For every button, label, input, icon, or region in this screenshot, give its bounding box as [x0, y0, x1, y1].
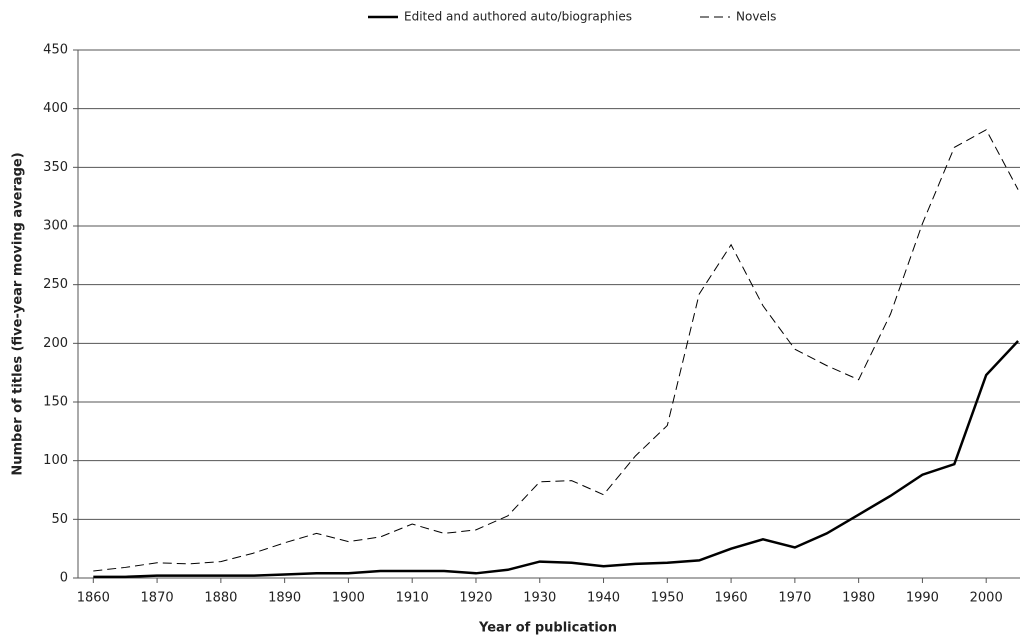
y-tick-label: 50 — [51, 512, 68, 527]
x-tick-label: 1940 — [587, 591, 620, 606]
x-tick-label: 1990 — [906, 591, 939, 606]
x-tick-label: 1960 — [715, 591, 748, 606]
x-tick-label: 1950 — [651, 591, 684, 606]
line-series — [93, 340, 1020, 579]
x-tick-label: 1870 — [141, 591, 174, 606]
x-tick-label: 1860 — [77, 591, 110, 606]
legend-label: Novels — [736, 10, 776, 24]
y-tick-label: 200 — [43, 336, 68, 351]
y-tick-label: 100 — [43, 453, 68, 468]
y-tick-label: 300 — [43, 219, 68, 234]
y-tick-label: 350 — [43, 160, 68, 175]
line-series — [93, 129, 1019, 572]
x-tick-label: 1930 — [523, 591, 556, 606]
y-tick-label: 450 — [43, 43, 68, 58]
y-tick-label: 0 — [60, 571, 68, 586]
y-tick-label: 150 — [43, 395, 68, 410]
x-axis-label: Year of publication — [478, 621, 617, 636]
legend-label: Edited and authored auto/biographies — [404, 10, 632, 24]
x-tick-label: 1910 — [396, 591, 429, 606]
x-tick-label: 1900 — [332, 591, 365, 606]
x-tick-label: 1880 — [204, 591, 237, 606]
x-tick-label: 2000 — [970, 591, 1003, 606]
y-tick-label: 250 — [43, 277, 68, 292]
y-tick-label: 400 — [43, 101, 68, 116]
x-tick-label: 1970 — [778, 591, 811, 606]
x-tick-label: 1980 — [842, 591, 875, 606]
x-tick-label: 1890 — [268, 591, 301, 606]
x-tick-label: 1920 — [459, 591, 492, 606]
y-axis-label: Number of titles (five-year moving avera… — [11, 152, 26, 475]
